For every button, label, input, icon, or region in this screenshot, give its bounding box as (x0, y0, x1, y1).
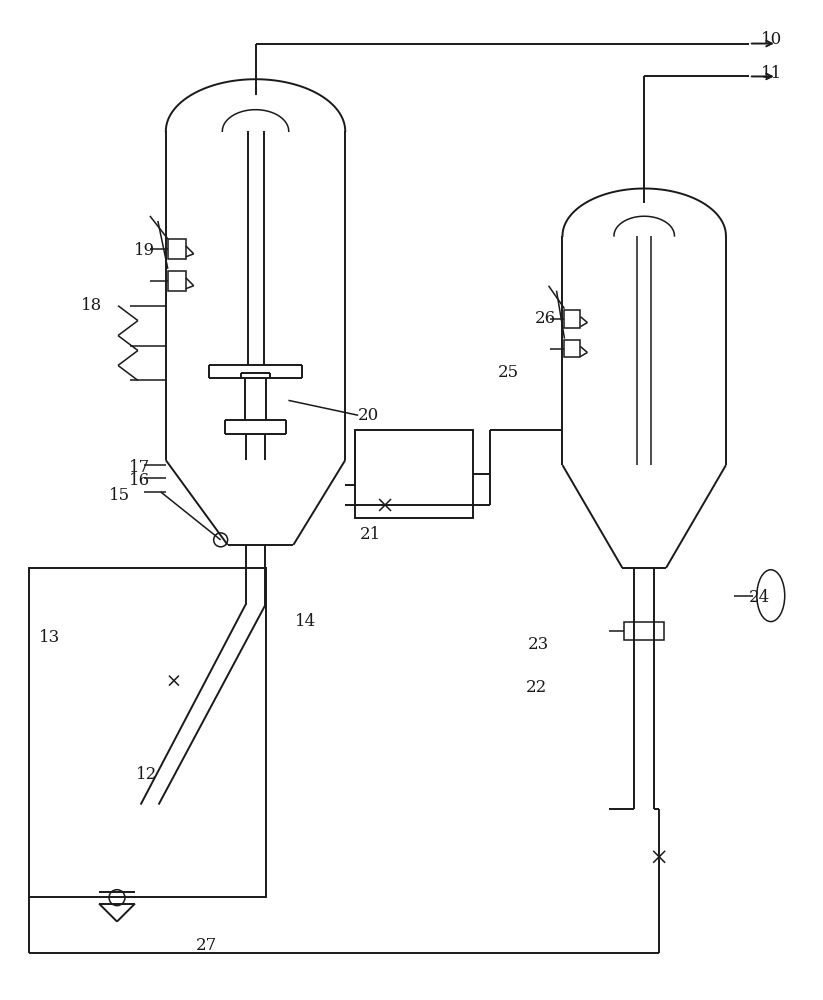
Bar (168, 271, 186, 291)
Text: 16: 16 (129, 472, 150, 489)
Text: 26: 26 (535, 310, 556, 327)
Text: 11: 11 (760, 65, 782, 82)
Text: 15: 15 (109, 487, 130, 504)
Bar (356, 430, 472, 518)
Text: 23: 23 (528, 636, 549, 653)
Text: 18: 18 (81, 297, 102, 314)
Bar (565, 340, 580, 357)
Text: 24: 24 (749, 589, 770, 606)
Bar (565, 310, 580, 328)
Text: 17: 17 (129, 459, 151, 476)
Text: 13: 13 (40, 629, 61, 646)
Text: 22: 22 (526, 679, 546, 696)
Text: 20: 20 (358, 407, 379, 424)
Text: 19: 19 (134, 242, 155, 259)
Text: 14: 14 (295, 613, 317, 630)
Bar (30, 568, 267, 897)
Text: 21: 21 (360, 526, 381, 543)
Bar (168, 239, 186, 259)
Text: 27: 27 (196, 937, 217, 954)
Text: 10: 10 (760, 31, 782, 48)
Text: 25: 25 (498, 364, 518, 381)
Bar (625, 622, 664, 640)
Text: 12: 12 (136, 766, 157, 783)
